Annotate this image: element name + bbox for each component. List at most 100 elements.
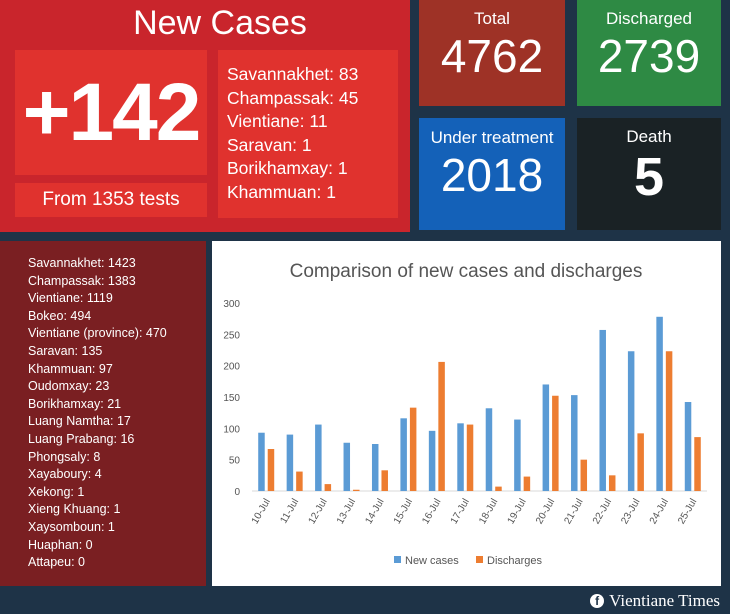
- legend-label: Discharges: [487, 555, 543, 567]
- new-cases-by-province: Savannakhet: 83 Champassak: 45 Vientiane…: [218, 50, 398, 218]
- footer-credit: f Vientiane Times: [590, 591, 720, 611]
- discharged-stat: Discharged 2739: [577, 0, 721, 106]
- y-tick-label: 250: [223, 330, 240, 341]
- new-cases-bar: [258, 432, 265, 491]
- discharges-bar: [552, 395, 559, 491]
- cumulative-item: Savannakhet: 1423: [28, 256, 136, 270]
- discharges-bar: [267, 449, 275, 491]
- new-cases-bar: [485, 408, 493, 491]
- new-cases-bar: [457, 423, 464, 491]
- new-cases-panel: New Cases +142 From 1353 tests Savannakh…: [0, 0, 410, 232]
- x-tick-label: 12-Jul: [307, 497, 330, 526]
- discharges-bar: [523, 476, 531, 491]
- y-tick-label: 50: [229, 456, 241, 467]
- new-cases-title: New Cases: [133, 4, 307, 42]
- cumulative-item: Xaysomboun: 1: [28, 519, 115, 534]
- new-cases-count: +142: [15, 50, 207, 175]
- cumulative-item: Champassak: 1383: [28, 273, 136, 288]
- tests-count: From 1353 tests: [15, 183, 207, 217]
- discharges-bar: [296, 471, 303, 491]
- discharges-bar: [466, 424, 474, 491]
- new-cases-bar: [343, 442, 351, 491]
- x-tick-label: 15-Jul: [392, 497, 415, 526]
- new-cases-bar: [514, 419, 521, 491]
- discharges-bar: [665, 351, 673, 491]
- legend-label: New cases: [405, 555, 459, 567]
- province-today-item: Vientiane: 11: [227, 111, 328, 132]
- x-tick-label: 21-Jul: [562, 497, 585, 526]
- x-tick-label: 24-Jul: [648, 497, 671, 526]
- cumulative-item: Xekong: 1: [28, 484, 85, 499]
- x-tick-label: 13-Jul: [335, 497, 358, 526]
- province-today-item: Borikhamxay: 1: [227, 158, 348, 179]
- discharges-bar: [353, 489, 360, 491]
- new-cases-bar: [571, 395, 578, 491]
- total-stat: Total 4762: [419, 0, 565, 106]
- province-today-item: Champassak: 45: [227, 87, 359, 108]
- x-tick-label: 23-Jul: [619, 497, 642, 526]
- discharges-bar: [608, 475, 616, 491]
- under-treatment-label: Under treatment: [430, 128, 554, 147]
- new-cases-bar: [684, 402, 692, 491]
- new-cases-bar: [542, 384, 550, 491]
- new-cases-bar: [428, 430, 436, 491]
- cumulative-item: Saravan: 135: [28, 343, 103, 358]
- new-cases-bar: [400, 418, 407, 491]
- y-tick-label: 150: [223, 393, 240, 404]
- cumulative-item: Luang Prabang: 16: [28, 431, 135, 446]
- chart-svg: Comparison of new cases and discharges 0…: [223, 261, 707, 567]
- new-cases-bar: [599, 329, 606, 491]
- x-tick-label: 11-Jul: [278, 497, 301, 525]
- cumulative-item: Bokeo: 494: [28, 308, 92, 323]
- discharges-bar: [438, 361, 445, 491]
- cumulative-item: Borikhamxay: 21: [28, 396, 122, 411]
- discharges-bar: [637, 433, 644, 491]
- x-tick-label: 22-Jul: [591, 497, 614, 526]
- new-cases-bar: [315, 424, 322, 491]
- discharges-bar: [324, 484, 332, 491]
- province-today-item: Saravan: 1: [227, 134, 312, 155]
- x-tick-label: 14-Jul: [363, 497, 386, 526]
- cumulative-item: Xayaboury: 4: [28, 467, 102, 482]
- cumulative-item: Oudomxay: 23: [28, 379, 110, 394]
- province-today-item: Savannakhet: 83: [227, 64, 359, 84]
- x-tick-label: 20-Jul: [534, 497, 557, 526]
- cumulative-item: Luang Namtha: 17: [28, 414, 131, 429]
- x-tick-label: 10-Jul: [250, 497, 273, 526]
- discharged-value: 2739: [597, 30, 701, 82]
- cumulative-item: Attapeu: 0: [28, 555, 85, 570]
- cumulative-item: Huaphan: 0: [28, 537, 93, 552]
- x-tick-label: 16-Jul: [420, 497, 443, 526]
- y-tick-label: 300: [223, 299, 240, 310]
- under-treatment-stat: Under treatment 2018: [419, 118, 565, 230]
- cumulative-item: Phongsaly: 8: [28, 449, 101, 464]
- cumulative-item: Vientiane: 1119: [28, 291, 113, 306]
- new-cases-bar: [656, 316, 663, 491]
- cumulative-item: Khammuan: 97: [28, 361, 113, 376]
- new-cases-bar: [286, 434, 294, 491]
- new-cases-bar: [371, 444, 379, 491]
- y-tick-label: 0: [234, 487, 240, 498]
- y-tick-label: 200: [223, 362, 240, 373]
- death-stat: Death 5: [577, 118, 721, 230]
- x-tick-label: 25-Jul: [676, 497, 699, 526]
- x-tick-label: 18-Jul: [477, 497, 500, 526]
- discharged-label: Discharged: [606, 9, 692, 28]
- discharges-bar: [580, 459, 588, 491]
- under-treatment-value: 2018: [440, 149, 544, 201]
- y-tick-label: 100: [223, 424, 240, 435]
- death-label: Death: [626, 127, 672, 146]
- discharges-bar: [495, 486, 502, 491]
- discharges-bar: [694, 437, 701, 491]
- province-today-item: Khammuan: 1: [227, 181, 336, 202]
- total-value: 4762: [440, 30, 544, 82]
- discharges-bar: [381, 470, 388, 491]
- chart-title: Comparison of new cases and discharges: [290, 261, 643, 282]
- x-tick-label: 19-Jul: [506, 497, 529, 526]
- legend-discharges-swatch: [476, 556, 483, 563]
- facebook-icon: f: [590, 594, 605, 608]
- total-label: Total: [474, 9, 510, 28]
- death-value: 5: [633, 147, 665, 207]
- source-name: Vientiane Times: [609, 591, 720, 610]
- discharges-bar: [409, 407, 417, 491]
